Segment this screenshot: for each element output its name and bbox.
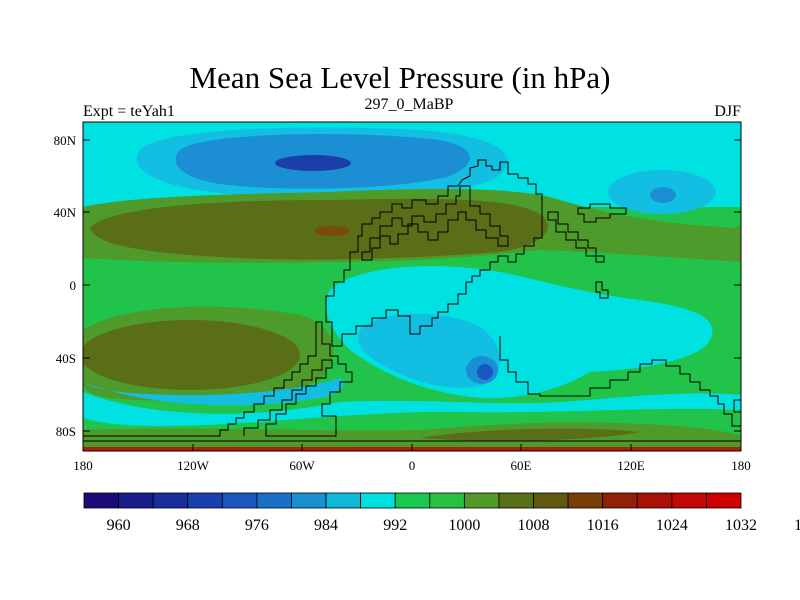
contour-olive-south-belt <box>420 428 640 441</box>
map-title: Mean Sea Level Pressure (in hPa) <box>189 60 611 95</box>
colorbar-label: 984 <box>314 517 338 534</box>
colorbar-label: 976 <box>245 517 269 534</box>
colorbar-swatch <box>706 492 742 509</box>
experiment-label: Expt = teYah1 <box>83 103 175 120</box>
colorbar-label: 992 <box>383 517 407 534</box>
lat-label: 0 <box>70 278 77 293</box>
contour-lightblue-south-ring <box>83 378 344 406</box>
contour-darkblue-tropics <box>477 364 493 380</box>
colorbar-swatch <box>394 492 431 509</box>
time-label: 297_0_MaBP <box>364 96 454 113</box>
lon-label: 60W <box>289 458 315 473</box>
coastline-east-fragment <box>547 211 605 263</box>
lon-label: 180 <box>73 458 93 473</box>
colorbar-swatch <box>118 492 154 509</box>
colorbar-swatch <box>221 492 258 509</box>
colorbar-swatch <box>463 492 500 509</box>
colorbar-swatch <box>187 492 223 509</box>
colorbar-swatch <box>83 492 119 509</box>
lat-label: 40S <box>56 351 76 366</box>
longitude-axis: 180 120W 60W 0 60E 120E 180 <box>73 444 751 473</box>
lon-label: 0 <box>409 458 416 473</box>
colorbar-swatch <box>360 492 396 509</box>
coastline-south-continent <box>499 336 741 427</box>
colorbar-label: 968 <box>176 517 200 534</box>
contour-darkgreen-east <box>560 230 700 250</box>
colorbar-label: 1016 <box>587 517 619 534</box>
coastline-dateline <box>733 399 741 413</box>
lon-label: 120W <box>177 458 210 473</box>
contour-deepblue-north <box>275 155 351 171</box>
contour-olive-south <box>83 320 300 390</box>
contour-orange-north <box>314 226 350 236</box>
pressure-field <box>83 122 741 451</box>
colorbar-swatch <box>291 492 327 509</box>
coastline-southwest-continent <box>83 321 353 437</box>
colorbar-swatch <box>256 492 292 509</box>
contour-cyan-tongue <box>545 140 740 202</box>
colorbar: 960 968 976 984 992 1000 1008 1016 1024 1032 1040 <box>83 492 800 534</box>
coastline-east-island <box>577 203 627 223</box>
lon-label: 60E <box>511 458 532 473</box>
lat-label: 80N <box>54 133 77 148</box>
lat-label: 40N <box>54 205 77 220</box>
colorbar-swatch <box>152 492 189 509</box>
colorbar-label: 1000 <box>448 517 480 534</box>
lon-label: 180 <box>731 458 751 473</box>
colorbar-label: 1024 <box>656 517 688 534</box>
contour-darkgreen-dateline <box>731 225 741 244</box>
colorbar-swatch <box>498 492 534 509</box>
colorbar-swatch <box>429 492 465 509</box>
contour-midblue-pacific <box>650 187 676 203</box>
colorbar-label: 1032 <box>725 517 757 534</box>
latitude-axis: 80N 40N 0 40S 80S <box>54 133 741 439</box>
season-label: DJF <box>714 103 741 120</box>
colorbar-swatch <box>602 492 638 509</box>
colorbar-label: 1040 <box>794 517 800 534</box>
lon-label: 120E <box>617 458 645 473</box>
coastlines <box>83 159 741 442</box>
contour-cyan-south-ring <box>83 392 741 426</box>
coastline-inner-basin <box>361 185 509 261</box>
colorbar-swatch <box>325 492 362 509</box>
coastline-small-island <box>595 281 609 299</box>
colorbar-swatch <box>671 492 707 509</box>
colorbar-label: 1008 <box>518 517 550 534</box>
lat-label: 80S <box>56 424 76 439</box>
coastline-north-continent <box>325 159 543 347</box>
colorbar-label: 960 <box>107 517 131 534</box>
colorbar-swatch <box>567 492 604 509</box>
contour-lightblue-tropics <box>358 313 500 388</box>
colorbar-swatch <box>533 492 569 509</box>
colorbar-swatch <box>636 492 673 509</box>
